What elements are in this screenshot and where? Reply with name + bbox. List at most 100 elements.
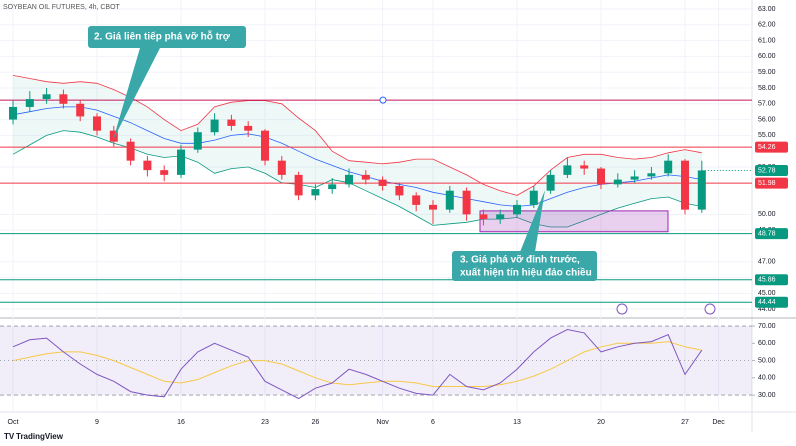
- y-tick-label: 30.00: [758, 392, 776, 399]
- candle-body: [261, 130, 269, 161]
- candle-body: [513, 204, 521, 215]
- candle-body: [429, 204, 437, 210]
- x-tick-label: 23: [261, 419, 269, 426]
- callout: 3. Giá phá vỡ đỉnh trước, xuất hiện tín …: [452, 190, 597, 281]
- y-tick-label: 40.00: [758, 375, 776, 382]
- x-tick-label: Dec: [712, 419, 725, 426]
- candle-body: [126, 141, 135, 161]
- candle-body: [664, 160, 673, 174]
- band-fill: [13, 75, 702, 228]
- x-tick-label: 27: [681, 419, 689, 426]
- y-tick-label: 70.00: [758, 323, 776, 330]
- candle-body: [361, 174, 370, 180]
- price-label-box: [755, 177, 788, 189]
- y-tick-label: 62.00: [758, 22, 776, 29]
- brand-logo: TradingView: [16, 432, 64, 441]
- x-tick-label: 26: [312, 419, 320, 426]
- candle-body: [378, 179, 387, 186]
- candle-body: [395, 185, 404, 196]
- candle-body: [76, 103, 85, 117]
- x-tick-label: 6: [431, 419, 435, 426]
- y-tick-label: 50.00: [758, 211, 776, 218]
- candle-body: [109, 130, 118, 142]
- chart-title: SOYBEAN OIL FUTURES, 4h, CBOT: [3, 4, 121, 11]
- y-tick-label: 50.00: [758, 357, 776, 364]
- candle-body: [210, 119, 219, 133]
- x-tick-label: 20: [597, 419, 605, 426]
- event-icon[interactable]: [616, 303, 628, 315]
- price-label-box: [755, 228, 788, 240]
- grid: [0, 0, 755, 412]
- price-label: 54.26: [758, 144, 776, 151]
- y-tick-label: 55.00: [758, 132, 776, 139]
- y-tick-label: 61.00: [758, 37, 776, 44]
- price-label-box: [755, 296, 788, 308]
- candle-body: [294, 174, 303, 196]
- callout-text: xuất hiện tín hiệu đảo chiều: [460, 267, 592, 279]
- plot: [0, 75, 752, 400]
- candle-body: [177, 149, 185, 175]
- candle-body: [42, 94, 51, 100]
- candle-body: [546, 174, 555, 191]
- price-label-box: [755, 274, 788, 286]
- rsi-line: [12, 328, 703, 400]
- y-tick-label: 45.00: [758, 290, 776, 297]
- line-handle: [379, 96, 387, 104]
- candle-body: [277, 160, 286, 175]
- candle-body: [613, 179, 622, 185]
- candle-body: [647, 173, 656, 177]
- candle-body: [328, 184, 337, 190]
- y-tick-label: 60.00: [758, 53, 776, 60]
- y-tick-label: 60.00: [758, 340, 776, 347]
- y-tick-label: 44.00: [758, 306, 776, 313]
- candle-body: [59, 94, 68, 104]
- callout-pointer: [113, 48, 160, 140]
- x-tick-label: 13: [513, 419, 521, 426]
- price-label: 45.86: [758, 277, 776, 284]
- price-label: 48.78: [758, 230, 776, 237]
- brand-icon: TV: [4, 432, 15, 441]
- price-label: 44.44: [758, 299, 776, 306]
- event-icon[interactable]: [704, 303, 716, 315]
- callout-box: [88, 26, 246, 48]
- candle-body: [244, 125, 253, 131]
- candle-body: [563, 165, 572, 175]
- price-label-box: [755, 164, 788, 176]
- candle-body: [412, 195, 421, 205]
- x-tick-label: 9: [95, 419, 99, 426]
- candle-body: [529, 190, 538, 205]
- x-tick-label: Oct: [8, 419, 19, 426]
- callout-text: 3. Giá phá vỡ đỉnh trước,: [460, 255, 580, 266]
- callout-text: 2. Giá liên tiếp phá vỡ hỗ trợ: [94, 30, 231, 43]
- callout-box: [452, 251, 597, 281]
- y-tick-label: 47.00: [758, 259, 776, 266]
- y-tick-label: 63.00: [758, 6, 776, 13]
- candle-body: [311, 189, 320, 196]
- y-tick-label: 57.00: [758, 101, 776, 108]
- band-line: [12, 106, 702, 207]
- price-label: 51.98: [758, 180, 776, 187]
- candle-body: [9, 106, 17, 120]
- callout: 2. Giá liên tiếp phá vỡ hỗ trợ: [88, 26, 246, 140]
- candle-body: [681, 160, 689, 210]
- price-label-box: [755, 141, 788, 153]
- rsi-line: [12, 341, 702, 387]
- price-label: 52.78: [758, 167, 776, 174]
- candle-body: [496, 214, 505, 220]
- candle-body: [143, 160, 152, 171]
- callout-pointer: [520, 190, 545, 252]
- zone-box: [479, 210, 669, 233]
- candle-body: [227, 119, 236, 126]
- candle-body: [445, 190, 454, 210]
- candle-body: [597, 168, 605, 185]
- x-tick-label: Nov: [376, 419, 389, 426]
- y-tick-label: 58.00: [758, 85, 776, 92]
- candle-body: [479, 214, 488, 220]
- y-tick-label: 59.00: [758, 69, 776, 76]
- x-tick-label: 16: [177, 419, 185, 426]
- candle-body: [160, 170, 169, 175]
- y-tick-label: 56.00: [758, 116, 776, 123]
- candle-body: [93, 116, 101, 131]
- candle-body: [25, 99, 34, 107]
